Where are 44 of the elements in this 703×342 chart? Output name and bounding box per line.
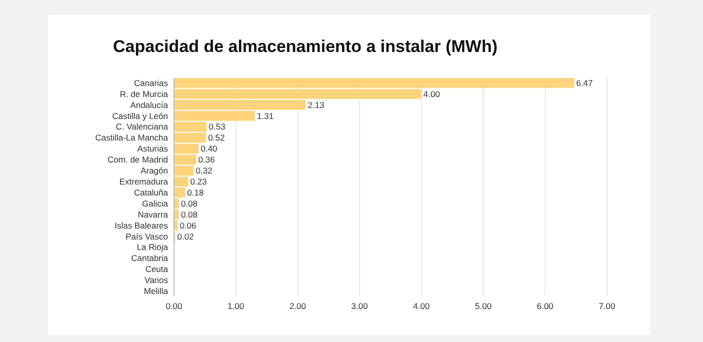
y-tick-label: Galicia (142, 198, 168, 208)
y-tick-label: Varios (144, 275, 168, 286)
y-tick-label: Castilla y León (112, 110, 168, 121)
x-tick-label: 7.00 (598, 300, 616, 311)
data-label: 0.02 (177, 231, 194, 242)
y-tick-label: C. Valenciana (116, 122, 168, 132)
data-label: 0.40 (200, 144, 218, 154)
data-label: 2.13 (308, 100, 325, 110)
data-label: 0.08 (180, 198, 198, 208)
y-tick-label: R. de Murcia (120, 88, 168, 99)
y-tick-label: País Vasco (126, 231, 168, 242)
x-tick-label: 5.00 (475, 300, 492, 311)
data-label: 0.52 (208, 132, 225, 143)
x-tick-label: 0.00 (166, 300, 183, 311)
data-label: 0.06 (180, 220, 197, 230)
y-tick-label: Cataluña (134, 187, 168, 198)
y-tick-label: Cantabria (131, 253, 168, 264)
y-tick-label: Com. de Madrid (108, 154, 168, 165)
y-tick-label: La Rioja (136, 242, 168, 252)
data-label: 0.23 (190, 176, 208, 186)
data-label: 0.32 (196, 166, 213, 176)
data-label: 6.47 (576, 78, 594, 88)
data-label: 0.53 (208, 122, 226, 132)
data-label: 0.36 (198, 154, 216, 165)
x-tick-label: 4.00 (413, 300, 430, 311)
data-label: 4.00 (423, 88, 440, 99)
y-tick-label: Navarra (138, 209, 168, 220)
y-tick-label: Melilla (144, 286, 168, 296)
y-tick-label: Ceuta (145, 264, 168, 274)
data-label: 0.18 (187, 187, 204, 198)
data-label: 1.31 (257, 110, 274, 121)
y-tick-label: Islas Baleares (114, 220, 168, 230)
data-label: 0.08 (180, 209, 198, 220)
x-tick-label: 6.00 (536, 300, 554, 311)
y-tick-label: Extremadura (119, 176, 168, 186)
y-tick-label: Canarias (134, 78, 168, 88)
y-tick-label: Castilla-La Mancha (95, 132, 168, 143)
y-tick-label: Aragón (140, 166, 168, 176)
x-tick-label: 2.00 (289, 300, 306, 311)
y-tick-label: Asturias (137, 144, 168, 154)
x-tick-label: 3.00 (351, 300, 368, 311)
x-tick-label: 1.00 (228, 300, 244, 311)
chart-title: Capacidad de almacenamiento a instalar (MWh) (113, 37, 498, 56)
y-tick-label: Andalucía (130, 100, 168, 110)
